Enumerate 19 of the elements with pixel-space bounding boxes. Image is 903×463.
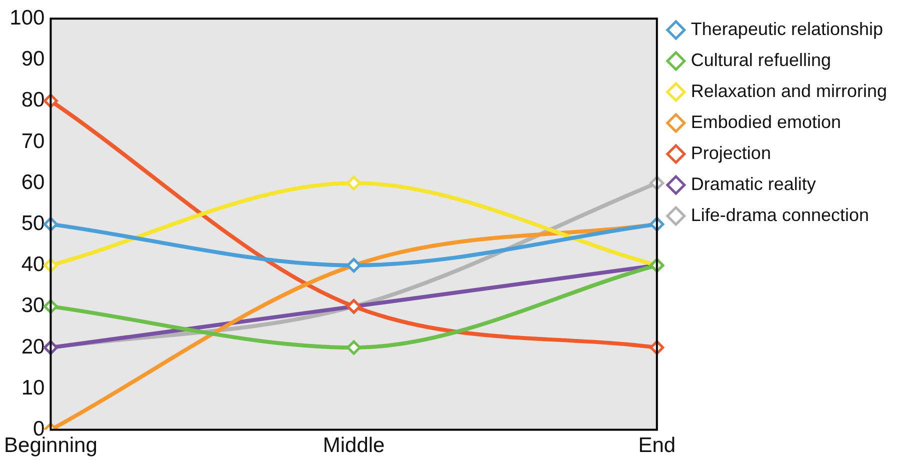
y-tick-label: 10 xyxy=(21,376,45,400)
y-tick-label: 70 xyxy=(21,130,45,153)
legend-label: Dramatic reality xyxy=(690,174,816,194)
y-tick-label: 80 xyxy=(21,88,45,112)
y-tick-label: 100 xyxy=(10,6,45,30)
legend-label: Cultural refuelling xyxy=(690,50,831,70)
legend-label: Relaxation and mirroring xyxy=(690,80,887,101)
legend-label: Projection xyxy=(690,142,771,163)
y-tick-label: 30 xyxy=(21,294,45,318)
x-tick-label: Middle xyxy=(322,434,385,458)
legend-label: Therapeutic relationship xyxy=(690,18,884,39)
y-tick-label: 50 xyxy=(21,212,45,235)
y-tick-label: 40 xyxy=(21,253,45,276)
x-tick-label: End xyxy=(638,434,676,458)
y-tick-label: 60 xyxy=(21,170,45,194)
legend-label: Life-drama connection xyxy=(690,204,870,225)
legend-label: Embodied emotion xyxy=(690,112,841,132)
y-tick-label: 20 xyxy=(21,335,45,358)
y-tick-label: 90 xyxy=(21,48,45,71)
